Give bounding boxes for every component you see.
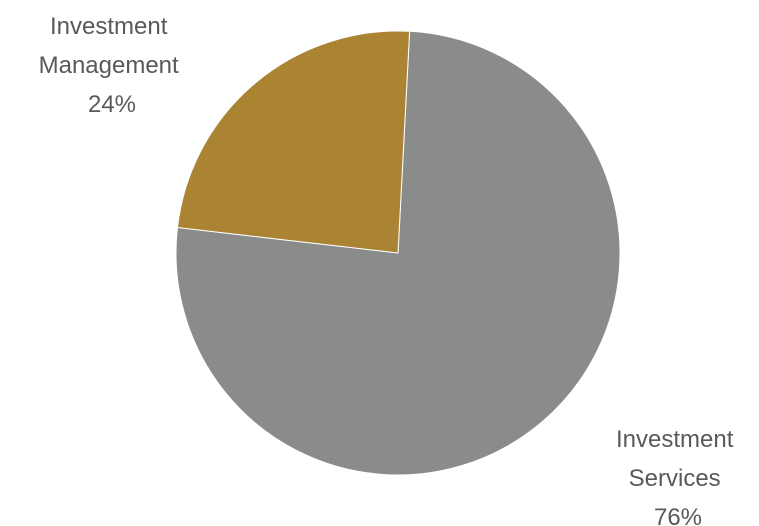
slice-value-label: 76% bbox=[654, 504, 702, 526]
slice-label-investment-management: Investment Management 24% bbox=[39, 13, 186, 118]
slice-label-line: Services bbox=[629, 465, 721, 492]
slice-label-investment-services: Investment Services 76% bbox=[616, 426, 740, 526]
slice-label-line: Investment bbox=[616, 426, 734, 453]
pie-slice-investment-management bbox=[176, 30, 411, 254]
pie-slices bbox=[175, 30, 621, 476]
slice-label-line: Management bbox=[39, 52, 179, 79]
slice-value-label: 24% bbox=[88, 91, 136, 118]
slice-label-line: Investment bbox=[50, 13, 168, 40]
